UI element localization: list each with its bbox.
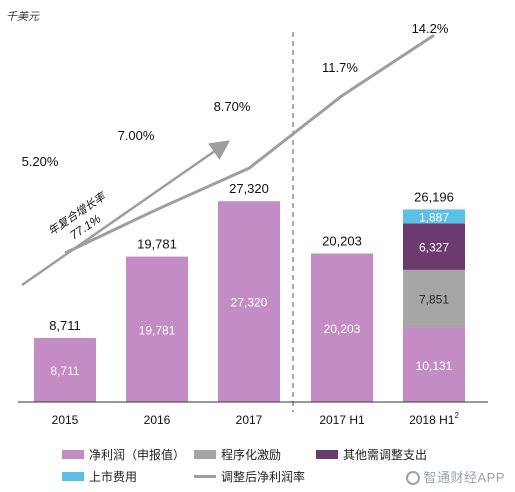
bar-inner-label-0-2: 27,320 [231, 296, 268, 310]
legend-label-programmatic-incentive: 程序化激励 [221, 448, 282, 462]
legend-swatch-programmatic-incentive [194, 450, 216, 459]
margin-line [64, 33, 435, 255]
legend-swatch-other-adjustments [316, 450, 338, 459]
legend-item-programmatic-incentive: 程序化激励 [194, 446, 281, 463]
legend-label-adjusted-margin: 调整后净利润率 [221, 470, 306, 484]
bar-inner-label-0-4: 10,131 [416, 359, 453, 373]
legend-swatch-net-profit [62, 450, 84, 459]
bar-total-label-1: 19,781 [137, 237, 177, 252]
bar-total-label-0: 8,711 [49, 318, 81, 333]
legend-swatch-listing-expenses [62, 472, 84, 481]
bar-segment-0-2 [218, 201, 280, 402]
x-tick-superscript-4: 2 [454, 411, 459, 420]
bar-inner-label-1-4: 7,851 [419, 293, 449, 307]
x-tick-label-2: 2017 [236, 413, 263, 427]
bar-segment-1-4 [403, 269, 465, 328]
bar-total-label-3: 20,203 [322, 234, 362, 249]
bar-total-label-4: 26,196 [414, 189, 454, 204]
line-label-0: 5.20% [22, 154, 59, 169]
legend-label-listing-expenses: 上市费用 [89, 470, 138, 484]
watermark: 智通财经APP [406, 467, 505, 486]
line-label-1: 7.00% [118, 128, 155, 143]
x-tick-label-1: 2016 [144, 413, 171, 427]
bar-inner-label-0-1: 19,781 [139, 323, 176, 337]
legend-item-other-adjustments: 其他需调整支出 [316, 446, 427, 463]
bar-segment-0-4 [403, 327, 465, 402]
legend-item-adjusted-margin: 调整后净利润率 [194, 468, 305, 485]
x-tick-label-4: 2018 H12 [409, 411, 459, 427]
x-tick-label-3: 2017 H1 [319, 413, 365, 427]
watermark-text: 智通财经APP [423, 470, 505, 485]
x-tick-label-0: 2015 [52, 413, 79, 427]
legend-item-listing-expenses: 上市费用 [62, 468, 137, 485]
bar-inner-label-0-3: 20,203 [324, 322, 361, 336]
cagr-arrow [21, 140, 231, 287]
legend-swatch-adjusted-margin [194, 475, 216, 478]
line-label-3: 11.7% [322, 60, 358, 75]
line-label-2: 8.70% [214, 99, 251, 114]
legend-label-other-adjustments: 其他需调整支出 [343, 448, 428, 462]
bar-segment-0-3 [311, 253, 373, 402]
line-label-4: 14.2% [412, 21, 449, 36]
watermark-logo-icon [406, 471, 421, 485]
bar-segment-0-1 [126, 256, 188, 402]
bar-inner-label-0-0: 8,711 [50, 364, 79, 378]
bar-inner-label-3-4: 1,887 [419, 210, 449, 224]
bar-total-label-2: 27,320 [229, 181, 269, 196]
legend-item-net-profit: 净利润（申报值） [62, 446, 185, 463]
bar-segment-0-0 [34, 337, 96, 402]
bar-inner-label-2-4: 6,327 [419, 241, 449, 255]
legend-label-net-profit: 净利润（申报值） [89, 448, 186, 462]
bar-segment-2-4 [403, 223, 465, 270]
unit-label: 千美元 [6, 10, 39, 23]
bar-segment-3-4 [403, 209, 465, 224]
